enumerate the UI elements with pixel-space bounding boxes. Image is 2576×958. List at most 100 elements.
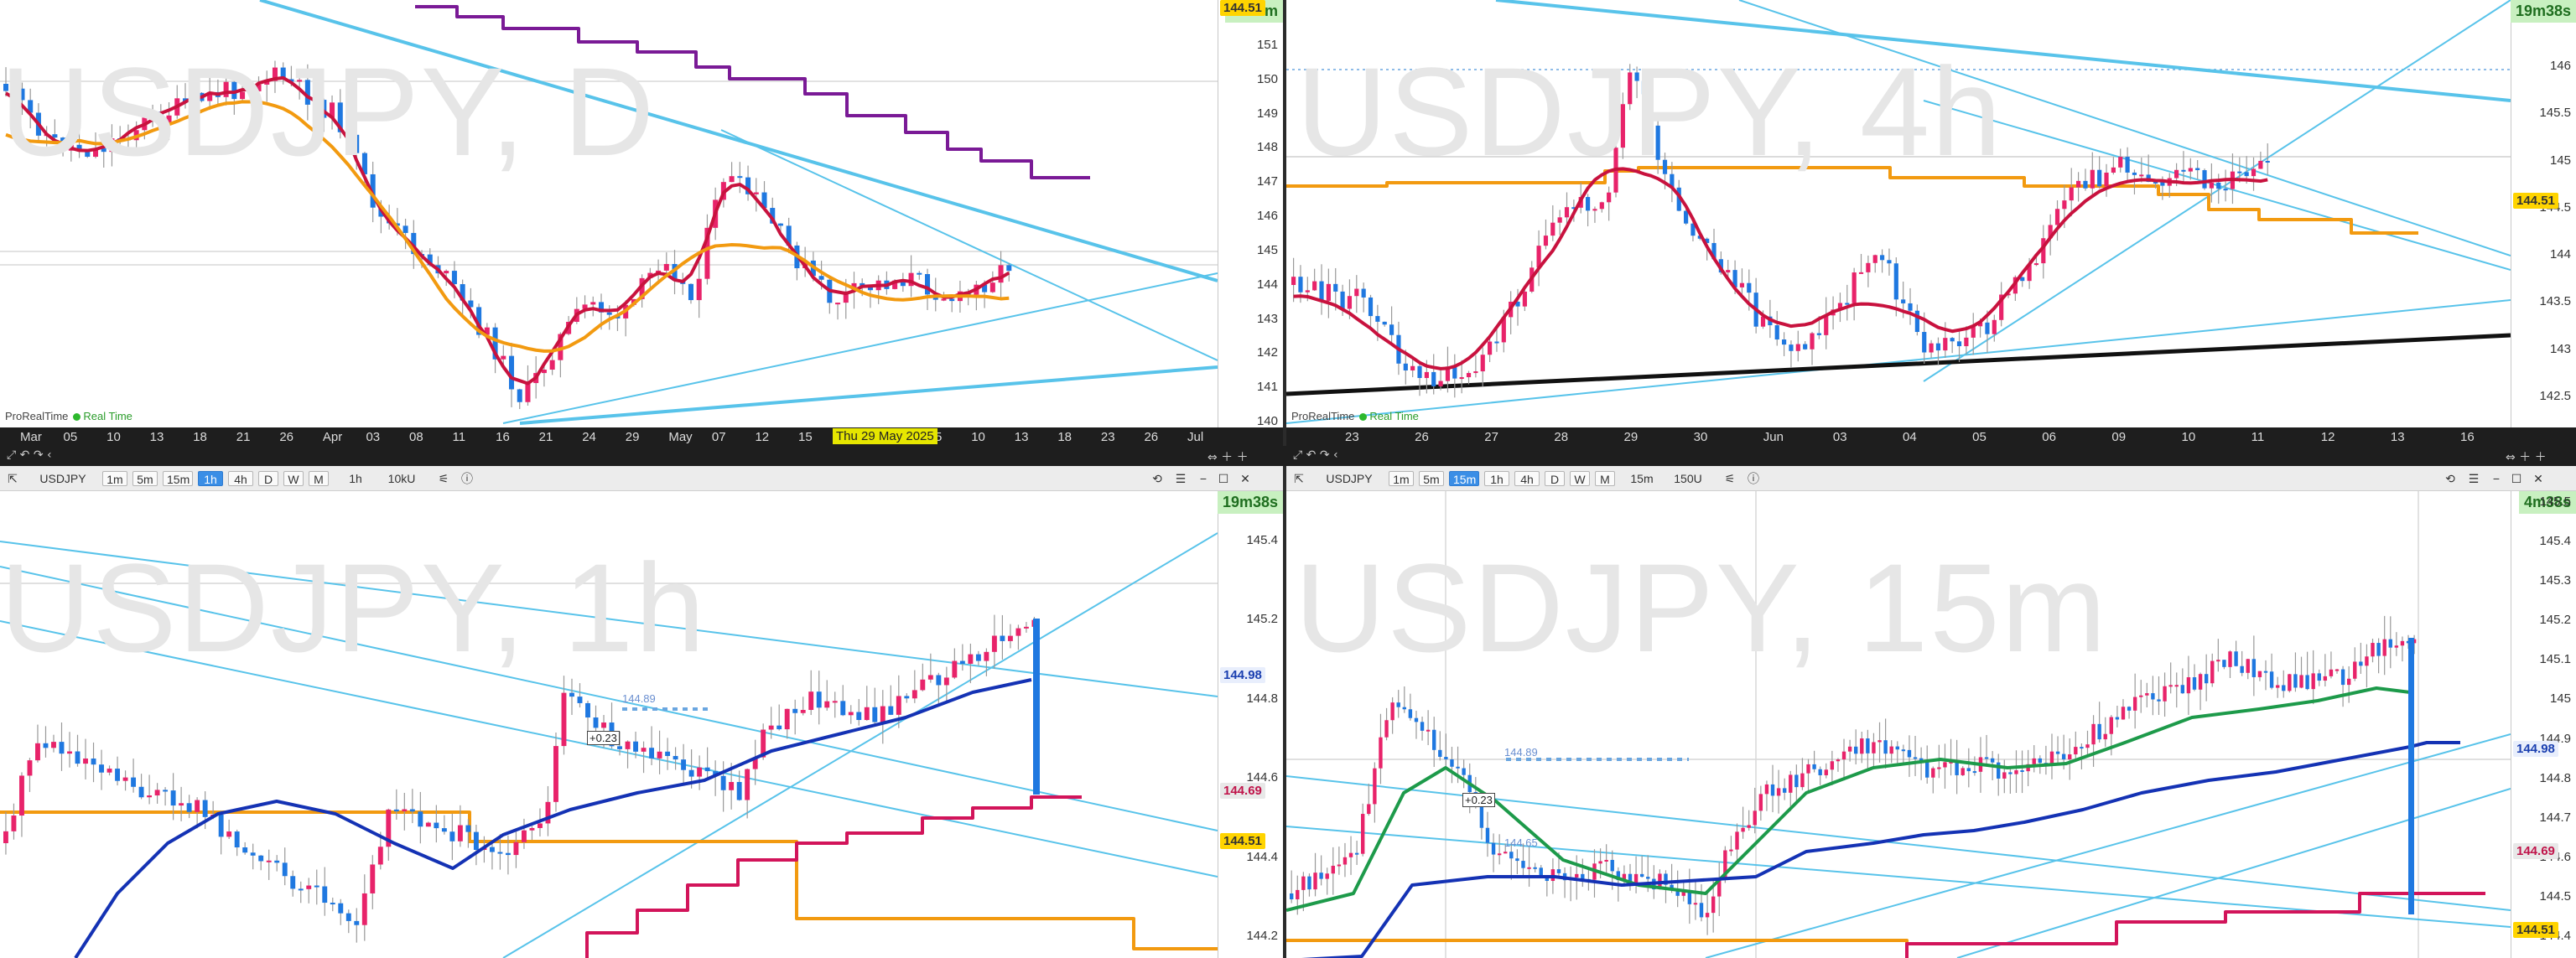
timeframe-button-W[interactable]: W: [283, 471, 304, 486]
candle: [991, 614, 997, 669]
price-tag: 144.51: [2513, 922, 2558, 938]
time-tick: 29: [625, 430, 640, 444]
candle: [1417, 360, 1422, 396]
candle: [402, 218, 408, 250]
candle: [2282, 670, 2286, 698]
dotted-level-label: 144.89: [1504, 746, 1538, 759]
price-tick: 145: [2549, 691, 2571, 707]
mini-toolbar-icons: ⇔ ＋ ＋: [2506, 451, 2547, 464]
last-candle: [2408, 638, 2414, 914]
info-icon[interactable]: ⓘ: [1748, 472, 1759, 485]
info-icon[interactable]: ⓘ: [461, 472, 473, 485]
chart-toolbar: ⇱ USDJPY 1m 5m 15m 1h 4h D W M 15m 150U ⚟ ⓘ ⟲ ☰ − ☐ ✕: [1286, 466, 2576, 491]
toolbar-menu-icon[interactable]: ⇱: [1294, 472, 1304, 485]
candle: [792, 699, 798, 735]
chart-panel-4h[interactable]: USDJPY, 4h ProRealTime Real Time 19m38s 1…: [1286, 0, 2576, 446]
candle: [409, 789, 415, 824]
candle: [1985, 310, 1990, 353]
change-box-label: +0.23: [1462, 793, 1495, 807]
candle: [1705, 890, 1710, 935]
candle: [402, 792, 408, 831]
time-axis[interactable]: Mar 05 10 13 18 21 26 Apr 03 08 11 16 21 24 29 May 07 12 1…: [0, 427, 1283, 446]
sync-icon[interactable]: ⟲: [2445, 472, 2455, 485]
timeframe-button-5m[interactable]: 5m: [132, 471, 158, 486]
candle: [1333, 267, 1338, 311]
candle: [505, 835, 511, 875]
indicator-icon[interactable]: ⚟: [1724, 472, 1736, 485]
timeframe-button-1h[interactable]: 1h: [1484, 471, 1509, 486]
minimize-icon[interactable]: −: [1199, 472, 1208, 485]
price-axis[interactable]: 4m38s 145.5 145.4 145.3 145.2 145.1 145 144.9 1…: [2511, 491, 2576, 958]
candle: [1006, 262, 1012, 282]
units-select[interactable]: 150U: [1674, 472, 1702, 485]
timeframe-select[interactable]: 15m: [1630, 472, 1654, 485]
timeframe-button-D[interactable]: D: [1545, 471, 1565, 486]
timeframe-button-1h[interactable]: 1h: [198, 471, 223, 486]
plot-area-4h[interactable]: [1286, 0, 2511, 427]
plot-area-1h[interactable]: [0, 491, 1218, 958]
candle: [2246, 658, 2250, 680]
maximize-icon[interactable]: ☐: [1218, 472, 1229, 485]
timeframe-button-1m[interactable]: 1m: [1389, 471, 1414, 486]
candle: [593, 705, 599, 735]
candle: [370, 855, 376, 909]
candle: [1473, 355, 1478, 378]
close-icon[interactable]: ✕: [1240, 472, 1250, 485]
candle: [713, 760, 719, 796]
candle: [314, 869, 319, 905]
timeframe-button-4h[interactable]: 4h: [1514, 471, 1540, 486]
symbol-selector[interactable]: USDJPY: [1326, 472, 1373, 485]
time-axis[interactable]: 23 26 27 28 29 30 Jun 03 04 05 06 09 10 11 12 13 16: [1286, 427, 2576, 446]
timeframe-button-D[interactable]: D: [258, 471, 278, 486]
candle: [2008, 767, 2012, 795]
candle: [91, 742, 96, 783]
timeframe-button-M[interactable]: M: [309, 471, 329, 486]
candle: [1887, 248, 1892, 276]
menu-icon[interactable]: ☰: [2468, 472, 2480, 485]
time-tick: 13: [1014, 430, 1029, 444]
timeframe-button-W[interactable]: W: [1570, 471, 1590, 486]
candle: [115, 756, 121, 786]
price-axis[interactable]: 19m38s 145.4 145.2 144.8 144.6 144.4 144.2 14…: [1217, 491, 1283, 958]
toolbar-menu-icon[interactable]: ⇱: [8, 472, 18, 485]
time-tick: Apr: [322, 430, 343, 444]
candle: [832, 691, 838, 718]
symbol-selector[interactable]: USDJPY: [39, 472, 86, 485]
candle: [1408, 693, 1413, 721]
menu-icon[interactable]: ☰: [1175, 472, 1187, 485]
candle: [1389, 306, 1394, 345]
minimize-icon[interactable]: −: [2492, 472, 2501, 485]
timeframe-button-M[interactable]: M: [1595, 471, 1615, 486]
candle: [11, 84, 17, 106]
candle: [1373, 762, 1377, 823]
plot-area-daily[interactable]: [0, 0, 1218, 427]
plot-area-15m[interactable]: [1286, 491, 2511, 958]
timeframe-button-4h[interactable]: 4h: [228, 471, 253, 486]
chart-panel-1h[interactable]: ⇱ USDJPY 1m 5m 15m 1h 4h D W M 1h 10kU ⚟ ⓘ ⟲ ☰ − ☐ ✕ USDJP…: [0, 466, 1283, 958]
candle: [1901, 744, 1906, 764]
price-axis[interactable]: 8h19m 1511501491481471461451441431421411…: [1218, 0, 1283, 428]
crosshair-date: Thu 29 May 2025: [833, 428, 937, 444]
price-axis[interactable]: 19m38s 146145.5145144.5144143.5143142.5 …: [2510, 0, 2576, 427]
trend-line: [502, 272, 1218, 424]
sync-icon[interactable]: ⟲: [1152, 472, 1162, 485]
chart-panel-15m[interactable]: ⇱ USDJPY 1m 5m 15m 1h 4h D W M 15m 150U ⚟ ⓘ ⟲ ☰ − ☐ ✕ USDJ…: [1286, 466, 2576, 958]
candle: [19, 82, 25, 116]
timeframe-button-1m[interactable]: 1m: [102, 471, 127, 486]
candle: [2146, 154, 2151, 183]
timeframe-select[interactable]: 1h: [349, 472, 362, 485]
maximize-icon[interactable]: ☐: [2511, 472, 2522, 485]
candle: [2127, 706, 2132, 719]
candle: [174, 85, 180, 119]
close-icon[interactable]: ✕: [2533, 472, 2543, 485]
timeframe-button-15m[interactable]: 15m: [163, 471, 193, 486]
indicator-icon[interactable]: ⚟: [438, 472, 449, 485]
ichimoku-kijun-line: [0, 810, 1218, 950]
candle: [633, 731, 639, 759]
candle: [1319, 264, 1324, 315]
timeframe-button-15m[interactable]: 15m: [1449, 471, 1479, 486]
units-select[interactable]: 10kU: [387, 472, 416, 485]
candle: [2210, 653, 2215, 687]
timeframe-button-5m[interactable]: 5m: [1419, 471, 1444, 486]
